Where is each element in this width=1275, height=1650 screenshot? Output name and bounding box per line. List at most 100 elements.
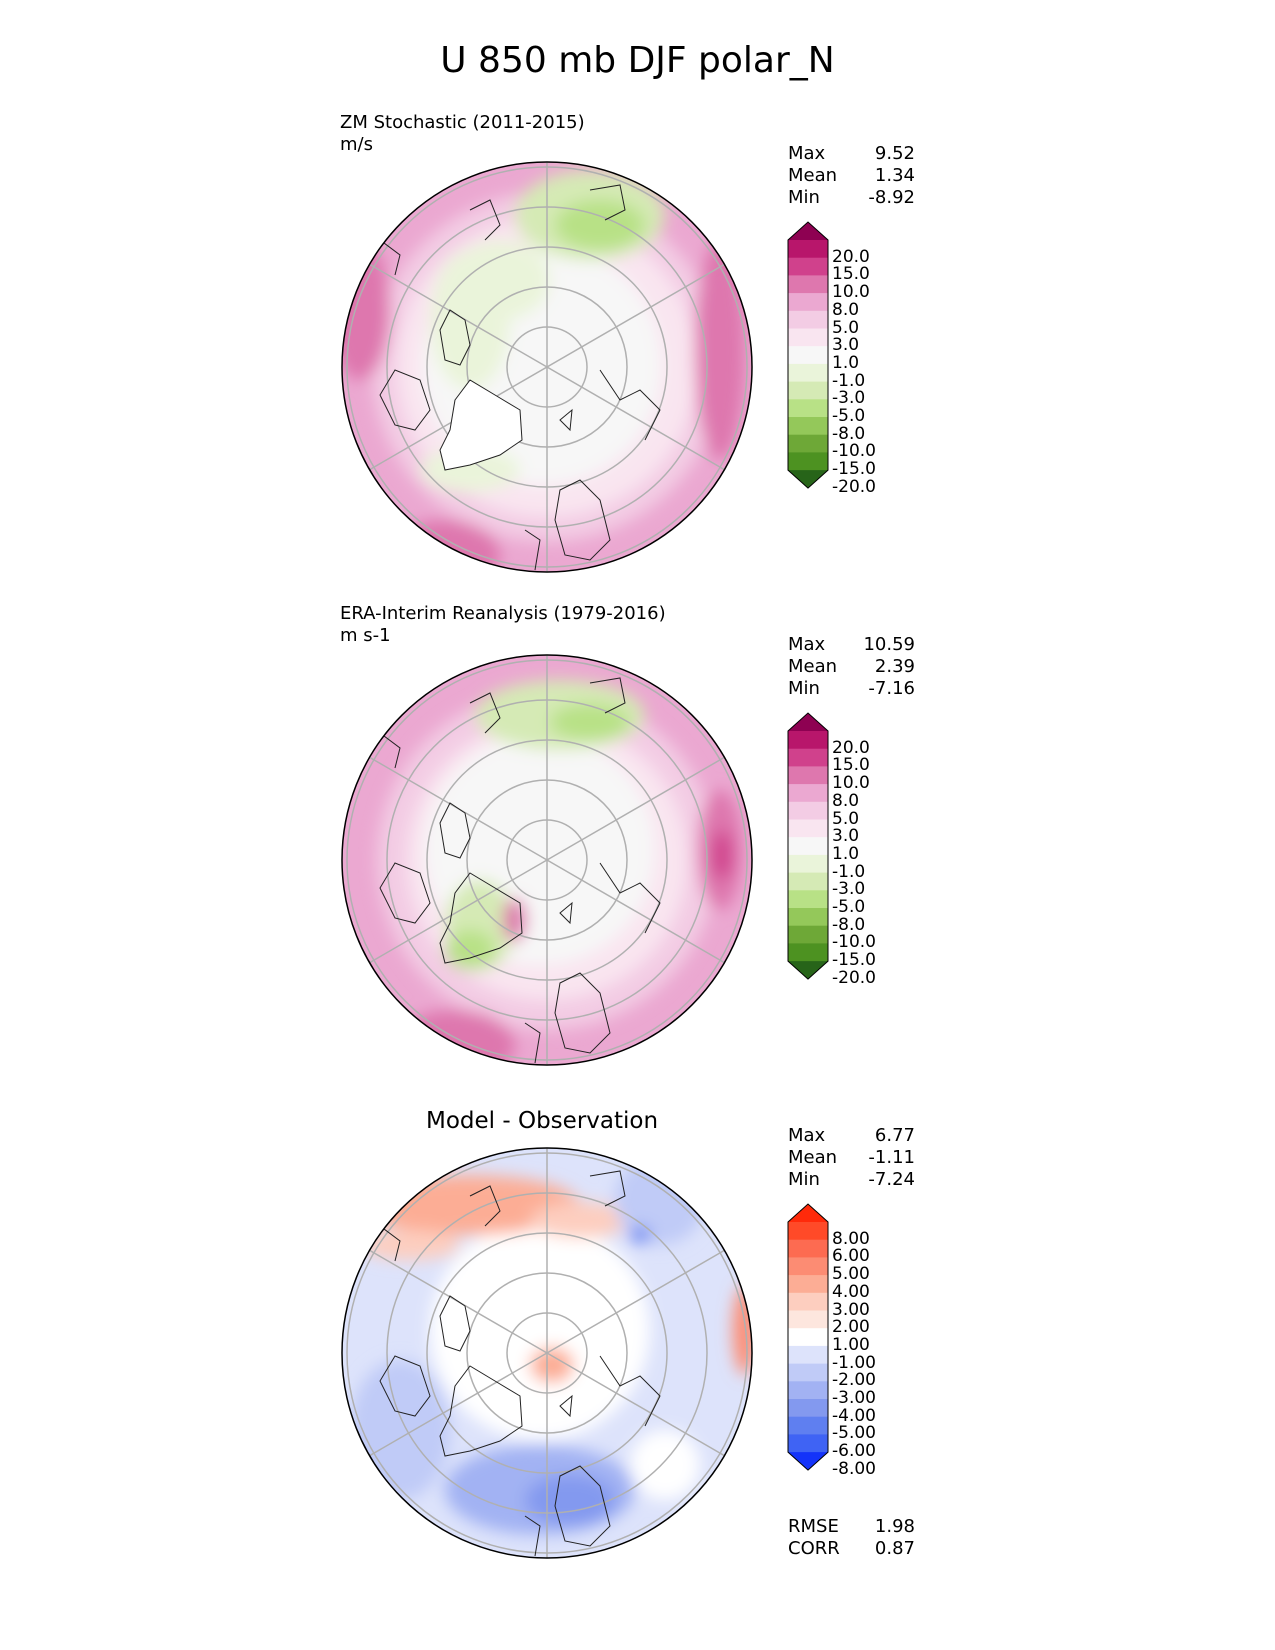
colorbar-tick-label: 15.0 bbox=[832, 264, 870, 285]
colorbar-tick-label: -3.0 bbox=[832, 879, 866, 900]
panel-1-title: ZM Stochastic (2011-2015) bbox=[340, 112, 585, 133]
colorbar-tick-label: -5.0 bbox=[832, 406, 866, 426]
colorbar-segment bbox=[788, 890, 828, 909]
colorbar-segment bbox=[788, 1381, 828, 1400]
colorbar-tick-label: -10.0 bbox=[832, 441, 876, 462]
colorbar-tick-label: 1.00 bbox=[832, 1334, 870, 1355]
colorbar-outline bbox=[787, 221, 829, 489]
colorbar-segment bbox=[788, 731, 828, 750]
colorbar-tick-label: 8.0 bbox=[832, 790, 860, 811]
panel-1-map bbox=[341, 161, 753, 573]
colorbar-segment bbox=[788, 257, 828, 276]
colorbar-segment bbox=[788, 784, 828, 803]
colorbar-segment bbox=[788, 819, 828, 838]
colorbar-tick-label: -3.0 bbox=[832, 388, 866, 409]
colorbar-tick-label: 1.0 bbox=[832, 843, 860, 864]
panel-3-colorbar bbox=[787, 1203, 829, 1471]
panel-3-title: Model - Observation bbox=[426, 1108, 659, 1134]
colorbar-segment bbox=[788, 1363, 828, 1382]
panel-2-stat-mean-label: Mean bbox=[788, 656, 838, 677]
colorbar-tick-label: -6.00 bbox=[832, 1441, 876, 1462]
colorbar-tick-label: -2.00 bbox=[832, 1370, 876, 1391]
panel-3-stat-corr-label: CORR bbox=[788, 1538, 840, 1559]
colorbar-segment bbox=[788, 293, 828, 312]
colorbar-tick-label: -1.0 bbox=[832, 861, 866, 882]
colorbar-tick-label: 3.0 bbox=[832, 826, 860, 847]
colorbar-segment bbox=[788, 346, 828, 365]
colorbar-tick-label: 10.0 bbox=[832, 282, 870, 303]
colorbar-tick-label: 2.00 bbox=[832, 1317, 870, 1338]
colorbar-segment bbox=[788, 1292, 828, 1311]
colorbar-segment bbox=[788, 434, 828, 453]
panel-3-stat-rmse-label: RMSE bbox=[788, 1516, 839, 1537]
panel-3-stat-min-label: Min bbox=[788, 1169, 820, 1190]
colorbar-tick-label: 10.0 bbox=[832, 773, 870, 794]
colorbar-segment bbox=[788, 1275, 828, 1294]
colorbar-segment bbox=[788, 837, 828, 856]
colorbar-tick-label: 15.0 bbox=[832, 755, 870, 776]
colorbar-tick-label: 5.00 bbox=[832, 1264, 870, 1285]
panel-2-map bbox=[341, 654, 753, 1066]
colorbar-tick-label: 8.00 bbox=[832, 1228, 870, 1249]
panel-2-stat-max-value: 10.59 bbox=[863, 634, 915, 655]
panel-3-stat-max-label: Max bbox=[788, 1125, 826, 1146]
colorbar-segment bbox=[788, 1434, 828, 1453]
panel-1-colorbar bbox=[787, 221, 829, 489]
colorbar-tick-label: 5.0 bbox=[832, 808, 860, 829]
colorbar-tick-label: -3.00 bbox=[832, 1388, 876, 1408]
panel-2-units: m s-1 bbox=[340, 625, 391, 646]
colorbar-tick-label: -5.00 bbox=[832, 1423, 876, 1444]
panel-1-units: m/s bbox=[340, 134, 373, 155]
colorbar-tick-label: 5.0 bbox=[832, 317, 860, 338]
panel-2-colorbar bbox=[787, 712, 829, 980]
panel-3-stat-corr-value: 0.87 bbox=[874, 1538, 915, 1559]
colorbar-segment bbox=[788, 872, 828, 891]
colorbar-tick-label: -15.0 bbox=[832, 459, 876, 480]
colorbar-segment bbox=[788, 363, 828, 383]
colorbar-tick-label: 3.0 bbox=[832, 335, 860, 356]
colorbar-segment bbox=[788, 1328, 828, 1347]
colorbar-extend-bottom bbox=[788, 961, 828, 980]
panel-1-stat-mean-label: Mean bbox=[788, 165, 838, 186]
colorbar-segment bbox=[788, 1257, 828, 1276]
colorbar-segment bbox=[788, 748, 828, 767]
colorbar-tick-label: -5.0 bbox=[832, 897, 866, 917]
colorbar-tick-label: -20.0 bbox=[832, 967, 876, 988]
colorbar-segment bbox=[788, 1310, 828, 1329]
colorbar-segment bbox=[788, 275, 828, 294]
panel-3-stat-max-value: 6.77 bbox=[874, 1125, 915, 1146]
colorbar-segment bbox=[788, 417, 828, 436]
panel-3-map bbox=[341, 1147, 753, 1559]
colorbar-tick-label: -1.00 bbox=[832, 1352, 876, 1373]
colorbar-tick-label: 6.00 bbox=[832, 1246, 870, 1267]
colorbar-segment bbox=[788, 399, 828, 418]
colorbar-tick-label: -15.0 bbox=[832, 950, 876, 971]
figure-title: U 850 mb DJF polar_N bbox=[440, 40, 835, 81]
colorbar-segment bbox=[788, 240, 828, 259]
panel-3-stat-mean-value: -1.11 bbox=[868, 1147, 915, 1168]
colorbar-segment bbox=[788, 801, 828, 820]
colorbar-segment bbox=[788, 1239, 828, 1258]
colorbar-tick-label: -20.0 bbox=[832, 476, 876, 497]
colorbar-tick-label: 20.0 bbox=[832, 246, 870, 267]
colorbar-extend-bottom bbox=[788, 470, 828, 489]
colorbar-segment bbox=[788, 310, 828, 329]
colorbar-segment bbox=[788, 328, 828, 347]
colorbar-segment bbox=[788, 925, 828, 944]
panel-3-stat-rmse-value: 1.98 bbox=[874, 1516, 915, 1537]
colorbar-tick-label: 4.00 bbox=[832, 1281, 870, 1302]
colorbar-extend-bottom bbox=[788, 1452, 828, 1471]
colorbar-tick-label: 1.0 bbox=[832, 352, 860, 373]
panel-2-stat-max-label: Max bbox=[788, 634, 826, 655]
colorbar-segment bbox=[788, 1222, 828, 1241]
colorbar-tick-label: -8.00 bbox=[832, 1458, 876, 1479]
panel-1-stat-max-value: 9.52 bbox=[874, 143, 915, 164]
colorbar-segment bbox=[788, 1345, 828, 1365]
panel-3-stat-mean-label: Mean bbox=[788, 1147, 838, 1168]
colorbar-segment bbox=[788, 908, 828, 927]
colorbar-tick-label: -1.0 bbox=[832, 370, 866, 391]
colorbar-extend-top bbox=[788, 222, 828, 240]
colorbar-segment bbox=[788, 766, 828, 785]
panel-3-stat-min-value: -7.24 bbox=[868, 1169, 915, 1190]
panel-1-stat-min-value: -8.92 bbox=[868, 187, 915, 208]
